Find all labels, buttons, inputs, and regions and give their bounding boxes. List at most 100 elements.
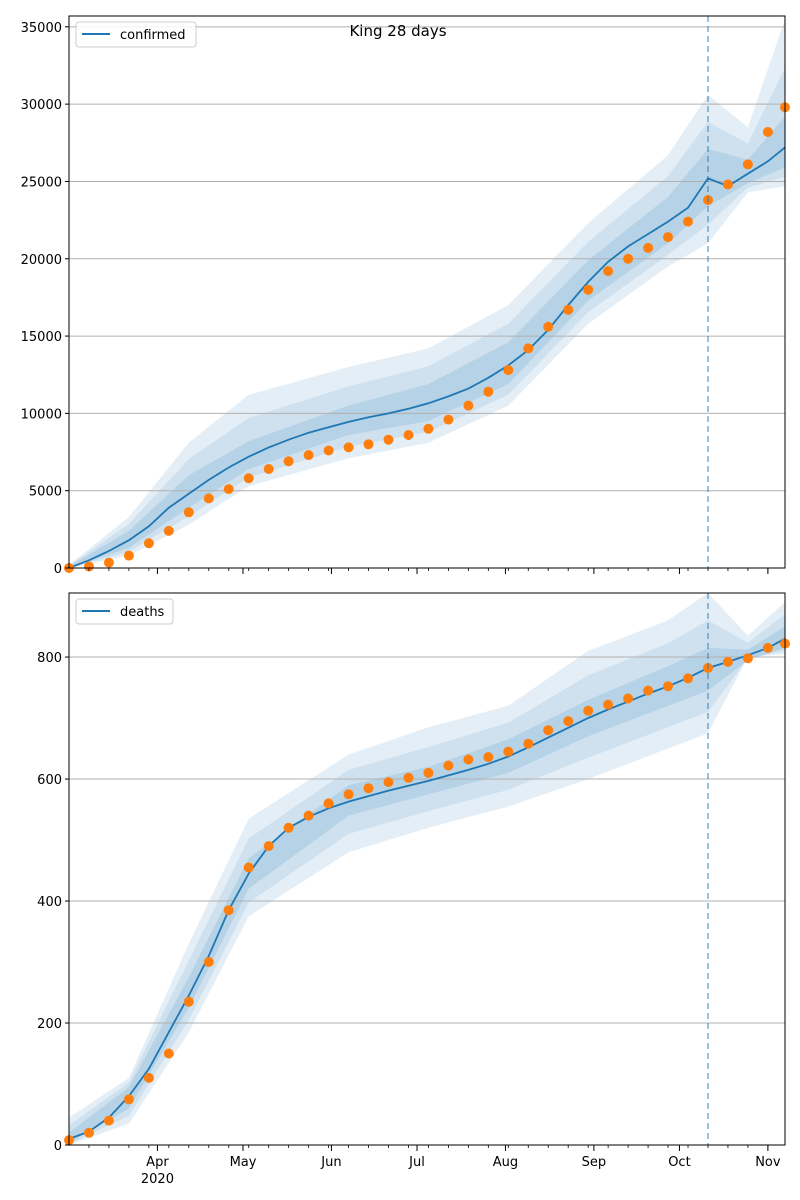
confirmed-observed-point [243,473,254,484]
confirmed-observed-point [303,450,314,461]
deaths-uncertainty-bands [69,593,785,1145]
confirmed-model-line [68,146,786,569]
confirmed-band-outer [69,19,785,569]
x-tick-sublabel: 2020 [141,1172,174,1187]
confirmed-observed-point [343,442,354,453]
deaths-observed-point [323,798,334,809]
deaths-observed-point [663,681,673,692]
deaths-y-tick-label: 800 [37,651,62,666]
confirmed-observed-point [183,507,194,518]
deaths-observed-point [643,685,654,696]
confirmed-observed-point [722,179,733,190]
deaths-observed-point [203,957,214,967]
confirmed-observed-point [223,484,234,495]
x-tick-label: Sep [582,1155,607,1170]
confirmed-observed-point [603,266,614,277]
deaths-observed-point [483,752,494,763]
confirmed-observed-point [283,456,294,467]
deaths-observed-point [423,767,434,778]
confirmed-y-tick-label: 20000 [21,253,62,268]
deaths-observed-point [84,1127,94,1138]
x-tick-label: Aug [493,1155,518,1170]
confirmed-observed-point [84,561,94,572]
deaths-observed-point [583,705,594,716]
confirmed-observed-point [103,557,114,568]
deaths-observed-point [343,789,354,800]
deaths-observed-point [263,841,274,852]
deaths-panel: 0 200 400 600 800 Apr 2020 May Jun Jul Aug Sep Oct N… [37,592,790,1187]
confirmed-observed-point [643,242,654,253]
figure-title: King 28 days [349,22,446,40]
deaths-observed-point [163,1048,174,1059]
confirmed-observed-point [423,423,434,434]
deaths-observed-point [103,1115,114,1126]
confirmed-y-tick-label: 25000 [21,175,62,190]
deaths-legend: deaths [75,598,174,625]
confirmed-observed-point [403,430,414,440]
x-tick-label: Jun [320,1155,341,1170]
confirmed-observed-point [123,550,134,561]
confirmed-observed-point [483,386,494,397]
confirmed-band-middle [69,67,785,569]
confirmed-observed-point [762,127,773,137]
deaths-axes-frame [68,592,786,1146]
confirmed-y-ticks: 0 5000 10000 15000 20000 25000 30000 35000 [21,21,69,577]
legend-label-deaths: deaths [120,605,165,620]
deaths-observed-point [603,699,614,710]
confirmed-observed-point [583,284,594,295]
deaths-observed-point [762,642,773,653]
legend-box [75,21,197,48]
deaths-observed-point [243,862,254,873]
deaths-observed-point [143,1072,154,1083]
deaths-observed-point [123,1094,134,1105]
deaths-y-tick-label: 0 [54,1139,62,1154]
confirmed-panel: 0 5000 10000 15000 20000 25000 30000 35000 conf… [21,15,790,577]
deaths-observed-point [683,673,693,684]
x-tick-label: Nov [755,1155,781,1170]
deaths-band-outer [69,593,785,1145]
x-tick-label: May [230,1155,257,1170]
deaths-observed-point [223,905,234,916]
confirmed-y-tick-label: 0 [54,562,62,577]
x-tick-label: Apr [146,1155,169,1170]
deaths-observed-point [283,822,294,833]
confirmed-observed-points [64,102,790,573]
deaths-observed-point [742,653,753,664]
confirmed-band-inner [69,116,785,568]
x-tick-label: Jul [408,1155,425,1170]
x-tick-label: Oct [668,1155,690,1170]
confirmed-observed-point [683,216,693,227]
confirmed-observed-point [143,538,154,549]
deaths-observed-point [183,996,194,1007]
confirmed-observed-point [263,464,274,474]
deaths-band-inner [69,626,785,1144]
confirmed-observed-point [523,343,534,354]
deaths-band-middle [69,614,785,1145]
confirmed-model-path [68,146,786,569]
deaths-y-tick-label: 400 [37,895,62,910]
deaths-observed-point [383,777,394,788]
deaths-observed-point [563,716,574,727]
deaths-y-tick-label: 200 [37,1017,62,1032]
confirmed-observed-point [203,493,214,504]
confirmed-y-tick-label: 15000 [21,330,62,345]
deaths-observed-point [503,746,514,757]
deaths-y-ticks: 0 200 400 600 800 [37,651,69,1154]
confirmed-y-tick-label: 35000 [21,21,62,36]
confirmed-observed-point [742,159,753,170]
confirmed-y-tick-label: 30000 [21,98,62,113]
deaths-observed-point [722,656,733,667]
deaths-observed-point [543,725,554,736]
confirmed-observed-point [443,414,454,425]
confirmed-y-tick-label: 10000 [21,407,62,422]
confirmed-observed-point [623,253,634,264]
deaths-observed-points [64,638,790,1146]
confirmed-observed-point [383,434,394,445]
deaths-observed-point [623,693,634,704]
legend-label-confirmed: confirmed [120,28,186,43]
legend-box [75,598,174,625]
confirmed-observed-point [663,232,673,243]
confirmed-uncertainty-bands [69,19,785,569]
deaths-gridlines [69,656,785,1024]
